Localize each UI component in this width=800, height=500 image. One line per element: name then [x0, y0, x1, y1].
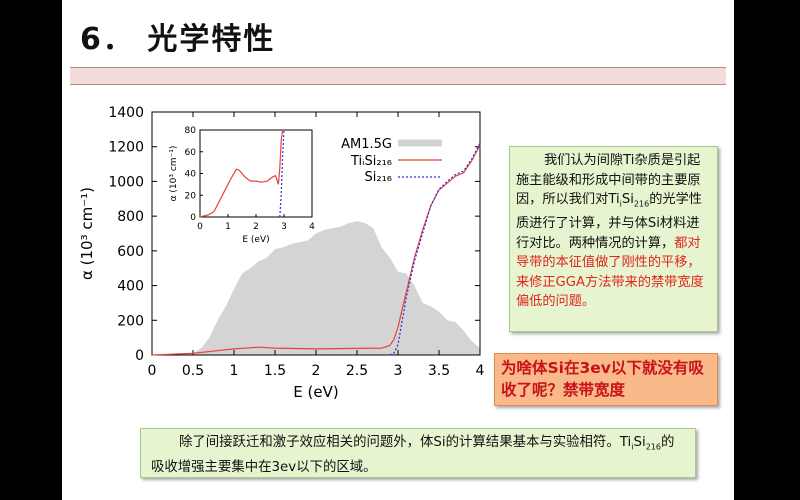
inset-x-tick-label: 3	[281, 222, 287, 232]
legend-label-si: Si₂₁₆	[365, 170, 393, 185]
tisi-series-line	[151, 144, 481, 356]
y-tick-label: 800	[117, 209, 144, 225]
x-tick-label: 4	[476, 363, 485, 379]
inset-y-axis-label: α (10³ cm⁻¹)	[169, 146, 179, 202]
x-tick-label: 2.5	[346, 363, 368, 379]
si-series-line	[389, 142, 481, 356]
summary-si: Si	[633, 435, 646, 450]
y-tick-label: 1200	[108, 140, 144, 156]
summary-ti-sub: i	[631, 442, 634, 452]
note-text-b: 的光学性质进行了计算，并与体Si材料进行对比。两种情况的计算，	[516, 192, 702, 251]
summary-text-a: 除了间接跃迁和激子效应相关的问题外，体Si的计算结果基本与实验相符。	[179, 435, 620, 450]
note-text-red: 都对导带的本征值做了刚性的平移，来修正GGA方法带来的禁带宽度偏低的问题。	[516, 235, 704, 310]
note-ti: Ti	[608, 192, 620, 207]
y-tick-label: 400	[117, 279, 144, 295]
slide: 6． 光学特性 0 200 400 600 800 1000 1200 1400 0 0.5 1 1.…	[62, 0, 734, 500]
inset-x-tick-label: 2	[253, 222, 259, 232]
inset-y-tick-label: 20	[185, 191, 197, 201]
x-tick-label: 1	[230, 363, 239, 379]
y-axis-label: α (10³ cm⁻¹)	[78, 187, 96, 280]
note-text-a: 我们认为间隙Ti杂质是引起施主能级和形成中间带的主要原因，所以我们对	[516, 153, 701, 207]
summary-ti: Ti	[619, 435, 632, 450]
y-tick-label: 1000	[108, 174, 144, 190]
note-si: Si	[621, 192, 634, 207]
note-si-sub: 216	[633, 199, 650, 209]
x-tick-label: 3.5	[428, 363, 450, 379]
summary-note: 除了间接跃迁和激子效应相关的问题外，体Si的计算结果基本与实验相符。TiiSi2…	[140, 428, 696, 478]
inset-y-tick-label: 60	[185, 148, 197, 158]
legend-label-tisi: TiᵢSi₂₁₆	[350, 154, 392, 169]
inset-x-tick-label: 0	[197, 222, 203, 232]
inset-y-tick-label: 0	[190, 213, 196, 223]
x-tick-label: 1.5	[264, 363, 286, 379]
x-tick-label: 0	[148, 363, 157, 379]
inset-x-axis-label: E (eV)	[242, 235, 269, 245]
note-ti-sub: i	[619, 199, 622, 209]
x-axis-label: E (eV)	[293, 383, 338, 401]
y-tick-label: 1400	[108, 105, 144, 121]
inset-si-line	[279, 129, 285, 218]
inset-y-tick-label: 40	[185, 170, 197, 180]
x-tick-label: 2	[312, 363, 321, 379]
inset-x-tick-label: 4	[309, 222, 315, 232]
page-title: 6． 光学特性	[80, 22, 276, 57]
inset-tisi-line	[199, 129, 284, 218]
am15g-area	[176, 221, 480, 355]
y-tick-label: 600	[117, 244, 144, 260]
legend-label-am15g: AM1.5G	[341, 137, 392, 152]
x-tick-label: 0.5	[182, 363, 204, 379]
inset-y-tick-label: 80	[185, 126, 197, 136]
title-divider	[70, 67, 726, 85]
y-tick-label: 0	[135, 348, 144, 364]
inset-x-tick-label: 1	[225, 222, 231, 232]
x-tick-label: 3	[394, 363, 403, 379]
y-tick-label: 200	[117, 313, 144, 329]
inset-plot-frame	[199, 129, 313, 218]
explanation-note: 我们认为间隙Ti杂质是引起施主能级和形成中间带的主要原因，所以我们对TiiSi2…	[509, 146, 718, 332]
summary-si-sub: 216	[645, 442, 661, 452]
summary-text-b: 的吸收增强主要集中在3ev以下的区域。	[151, 435, 675, 475]
question-callout: 为啥体Si在3ev以下就没有吸收了呢？禁带宽度	[494, 353, 718, 406]
